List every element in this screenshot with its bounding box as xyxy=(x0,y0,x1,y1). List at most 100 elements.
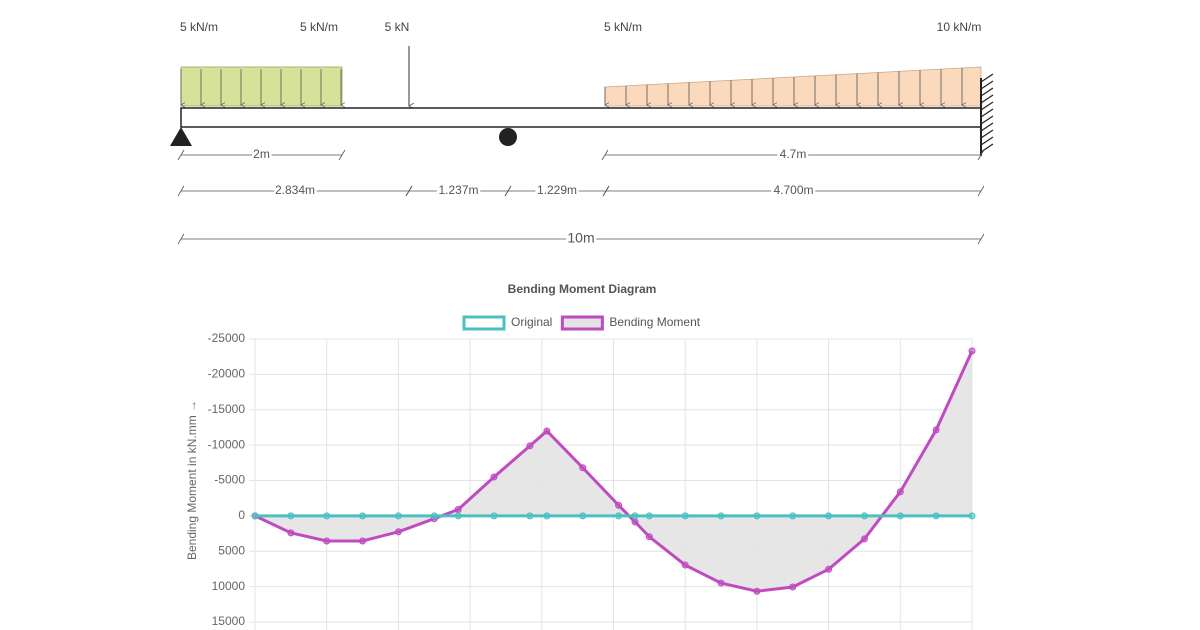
hatch-line xyxy=(980,129,994,139)
data-point xyxy=(631,518,639,526)
data-point xyxy=(645,512,653,520)
dimension-label: 4.700m xyxy=(773,183,813,197)
data-point xyxy=(825,565,833,573)
legend-swatch xyxy=(462,315,506,331)
legend-swatch xyxy=(560,315,604,331)
data-point xyxy=(645,533,653,541)
roller-support xyxy=(499,128,517,146)
data-point xyxy=(615,501,623,509)
data-point xyxy=(681,512,689,520)
data-point xyxy=(825,512,833,520)
load-label: 5 kN/m xyxy=(180,20,218,34)
data-point xyxy=(579,512,587,520)
data-point xyxy=(968,512,976,520)
dimension-tick xyxy=(601,149,609,161)
data-point xyxy=(896,512,904,520)
load-label: 5 kN/m xyxy=(604,20,642,34)
chart-title: Bending Moment Diagram xyxy=(508,282,657,296)
dimension-tick xyxy=(977,185,985,197)
dimension-tick xyxy=(177,233,185,245)
dimension-label: 1.237m xyxy=(438,183,478,197)
hatch-line xyxy=(980,73,994,83)
data-point xyxy=(490,473,498,481)
data-point xyxy=(968,347,976,355)
data-point xyxy=(789,512,797,520)
y-tick-label: 5000 xyxy=(218,543,245,557)
data-point xyxy=(681,561,689,569)
data-point xyxy=(932,512,940,520)
data-point xyxy=(454,506,462,514)
y-tick-label: -25000 xyxy=(208,331,246,345)
y-tick-label: 15000 xyxy=(212,614,246,628)
dimension-tick xyxy=(177,149,185,161)
y-tick-label: -20000 xyxy=(208,367,246,381)
data-point xyxy=(753,587,761,595)
data-point xyxy=(932,426,940,434)
dimension-label: 10m xyxy=(567,230,594,246)
data-point xyxy=(359,537,367,545)
data-point xyxy=(394,512,402,520)
data-point xyxy=(287,512,295,520)
dimension-label: 4.7m xyxy=(780,147,807,161)
data-point xyxy=(717,512,725,520)
load-label: 5 kN/m xyxy=(300,20,338,34)
pin-support xyxy=(170,127,192,146)
data-point xyxy=(323,537,331,545)
data-point xyxy=(860,535,868,543)
data-point xyxy=(615,512,623,520)
data-point xyxy=(454,512,462,520)
dimension-tick xyxy=(977,149,985,161)
data-point xyxy=(323,512,331,520)
dimensions: 2m 4.7m 2.834m 1.237m 1.229m 4.700m 10m xyxy=(177,145,985,248)
hatch-line xyxy=(980,115,994,125)
y-tick-label: 0 xyxy=(238,508,245,522)
beam-diagram: 2m 4.7m 2.834m 1.237m 1.229m 4.700m 10m 5 kN/m… xyxy=(170,20,994,248)
y-tick-label: 10000 xyxy=(212,579,246,593)
hatch-line xyxy=(980,101,994,111)
dimension-tick xyxy=(504,185,512,197)
hatch-line xyxy=(980,80,994,90)
fixed-hatch xyxy=(980,73,994,153)
dimension-label: 2m xyxy=(253,147,270,161)
hatch-line xyxy=(980,108,994,118)
legend-label: Original xyxy=(511,315,552,329)
data-point xyxy=(789,583,797,591)
data-point xyxy=(394,528,402,536)
dimension-label: 2.834m xyxy=(275,183,315,197)
load-label: 5 kN xyxy=(385,20,410,34)
data-point xyxy=(526,512,534,520)
hatch-line xyxy=(980,94,994,104)
y-axis-label: Bending Moment in kN.mm → xyxy=(185,400,199,560)
data-point xyxy=(753,512,761,520)
data-point xyxy=(860,512,868,520)
hatch-line xyxy=(980,136,994,146)
data-point xyxy=(526,442,534,450)
chart: -25000 -20000 -15000 -10000 -5000 0 5000 10000 1… xyxy=(208,315,976,630)
dimension-tick xyxy=(338,149,346,161)
area-fill xyxy=(255,351,972,592)
data-point xyxy=(287,529,295,537)
data-point xyxy=(543,427,551,435)
legend-label: Bending Moment xyxy=(609,315,700,329)
load-label: 10 kN/m xyxy=(937,20,982,34)
data-point xyxy=(359,512,367,520)
dimension-tick xyxy=(405,185,413,197)
data-point xyxy=(579,464,587,472)
y-tick-label: -10000 xyxy=(208,437,246,451)
hatch-line xyxy=(980,122,994,132)
y-tick-label: -5000 xyxy=(214,473,245,487)
beam xyxy=(180,107,982,128)
load-arrows xyxy=(181,68,962,105)
data-point xyxy=(896,488,904,496)
dimension-tick xyxy=(602,185,610,197)
y-tick-label: -15000 xyxy=(208,402,246,416)
data-point xyxy=(490,512,498,520)
data-point xyxy=(430,512,438,520)
hatch-line xyxy=(980,143,994,153)
hatch-line xyxy=(980,87,994,97)
varying-load xyxy=(604,66,982,107)
dimension-tick xyxy=(177,185,185,197)
data-point xyxy=(543,512,551,520)
udl-load xyxy=(180,66,343,107)
